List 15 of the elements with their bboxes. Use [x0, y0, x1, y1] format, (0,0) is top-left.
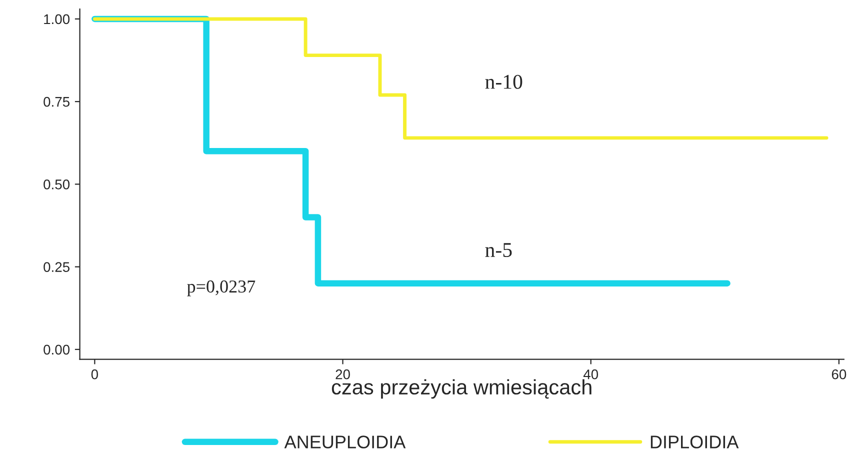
x-tick-label: 20	[336, 369, 350, 380]
annotation: n-5	[485, 243, 512, 258]
legend-label: DIPLOIDIA	[650, 436, 739, 448]
annotation: n-10	[485, 74, 522, 89]
y-tick-label: 0.75	[44, 96, 70, 107]
y-tick-label: 0.25	[44, 262, 70, 272]
x-tick-label: 60	[832, 369, 846, 380]
annotation: p=0,0237	[187, 280, 256, 296]
x-axis-title: czas przeżycia wmiesiącach	[332, 379, 592, 399]
y-tick-label: 0.50	[44, 180, 70, 190]
x-tick-label: 0	[91, 369, 98, 380]
y-tick-label: 1.00	[44, 14, 70, 24]
y-tick-label: 0.00	[44, 344, 70, 355]
x-tick-label: 40	[583, 369, 598, 380]
legend-label: ANEUPLOIDIA	[284, 436, 406, 448]
